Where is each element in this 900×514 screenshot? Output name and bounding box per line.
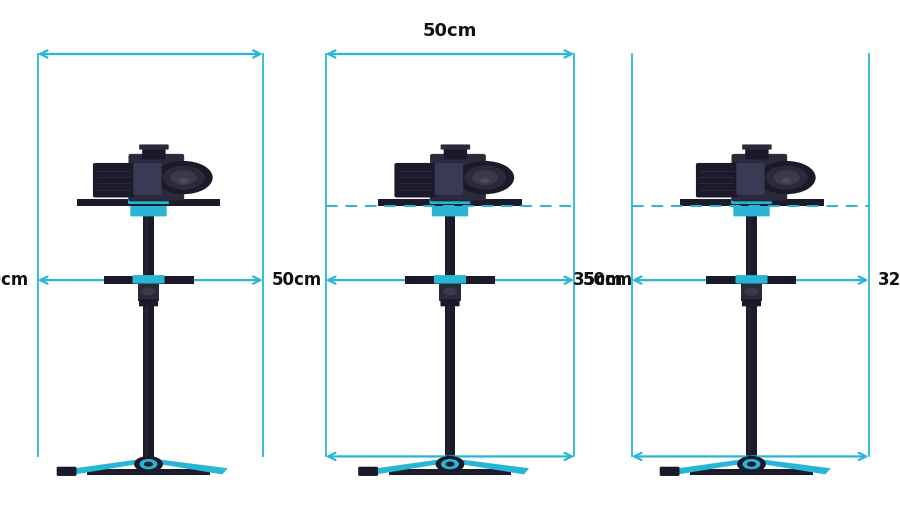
- Circle shape: [441, 459, 459, 469]
- Text: 50cm: 50cm: [0, 271, 29, 289]
- Circle shape: [481, 178, 490, 183]
- FancyBboxPatch shape: [435, 163, 464, 195]
- FancyBboxPatch shape: [129, 154, 184, 201]
- Bar: [741, 281, 762, 301]
- Polygon shape: [759, 459, 831, 474]
- Circle shape: [134, 456, 163, 472]
- FancyBboxPatch shape: [736, 163, 765, 195]
- Text: 50cm: 50cm: [272, 271, 322, 289]
- Circle shape: [742, 459, 760, 469]
- FancyBboxPatch shape: [132, 275, 165, 284]
- Bar: [382, 199, 518, 205]
- Polygon shape: [369, 459, 443, 474]
- Bar: [683, 199, 820, 205]
- Circle shape: [464, 166, 506, 190]
- Circle shape: [170, 170, 197, 185]
- FancyBboxPatch shape: [430, 154, 485, 201]
- FancyBboxPatch shape: [128, 196, 169, 204]
- Circle shape: [773, 170, 800, 185]
- Circle shape: [141, 287, 156, 296]
- FancyBboxPatch shape: [429, 196, 471, 204]
- Circle shape: [144, 462, 153, 467]
- Bar: [446, 206, 449, 457]
- FancyBboxPatch shape: [734, 205, 770, 216]
- Bar: [445, 206, 455, 457]
- Text: 32cm: 32cm: [878, 271, 900, 289]
- FancyBboxPatch shape: [441, 144, 470, 150]
- FancyBboxPatch shape: [57, 467, 76, 476]
- Bar: [389, 469, 511, 475]
- FancyBboxPatch shape: [696, 163, 737, 197]
- Bar: [76, 199, 220, 206]
- Circle shape: [456, 161, 514, 194]
- Bar: [138, 281, 159, 301]
- Circle shape: [163, 166, 204, 190]
- FancyBboxPatch shape: [745, 148, 769, 159]
- Circle shape: [446, 462, 454, 467]
- Bar: [405, 276, 495, 284]
- FancyBboxPatch shape: [394, 163, 436, 197]
- Circle shape: [747, 462, 756, 467]
- Circle shape: [155, 161, 212, 194]
- Bar: [80, 199, 217, 205]
- Bar: [690, 469, 813, 475]
- Bar: [145, 206, 148, 457]
- FancyBboxPatch shape: [130, 205, 166, 216]
- Circle shape: [443, 287, 457, 296]
- Bar: [748, 206, 751, 457]
- Bar: [378, 199, 522, 206]
- FancyBboxPatch shape: [140, 144, 168, 150]
- FancyBboxPatch shape: [735, 275, 768, 284]
- FancyBboxPatch shape: [444, 148, 467, 159]
- Bar: [87, 469, 210, 475]
- Bar: [104, 276, 194, 284]
- Bar: [680, 199, 824, 206]
- Bar: [706, 276, 796, 284]
- Circle shape: [140, 459, 158, 469]
- FancyBboxPatch shape: [358, 467, 378, 476]
- FancyBboxPatch shape: [93, 163, 134, 197]
- Circle shape: [436, 456, 464, 472]
- Bar: [439, 281, 461, 301]
- FancyBboxPatch shape: [139, 299, 158, 306]
- FancyBboxPatch shape: [660, 467, 680, 476]
- Circle shape: [758, 161, 815, 194]
- Polygon shape: [670, 459, 744, 474]
- FancyBboxPatch shape: [133, 163, 162, 195]
- Circle shape: [782, 178, 791, 183]
- Circle shape: [737, 456, 766, 472]
- FancyBboxPatch shape: [742, 144, 771, 150]
- Polygon shape: [457, 459, 529, 474]
- Text: 50cm: 50cm: [423, 22, 477, 40]
- Polygon shape: [68, 459, 141, 474]
- Text: 35cm: 35cm: [572, 271, 623, 289]
- Circle shape: [472, 170, 499, 185]
- FancyBboxPatch shape: [731, 196, 772, 204]
- FancyBboxPatch shape: [742, 299, 761, 306]
- FancyBboxPatch shape: [732, 154, 787, 201]
- FancyBboxPatch shape: [432, 205, 468, 216]
- FancyBboxPatch shape: [440, 299, 460, 306]
- Bar: [143, 206, 154, 457]
- Circle shape: [744, 287, 759, 296]
- Text: 50cm: 50cm: [583, 271, 634, 289]
- FancyBboxPatch shape: [142, 148, 166, 159]
- Bar: [746, 206, 757, 457]
- Circle shape: [179, 178, 188, 183]
- Circle shape: [766, 166, 807, 190]
- Polygon shape: [156, 459, 228, 474]
- FancyBboxPatch shape: [434, 275, 466, 284]
